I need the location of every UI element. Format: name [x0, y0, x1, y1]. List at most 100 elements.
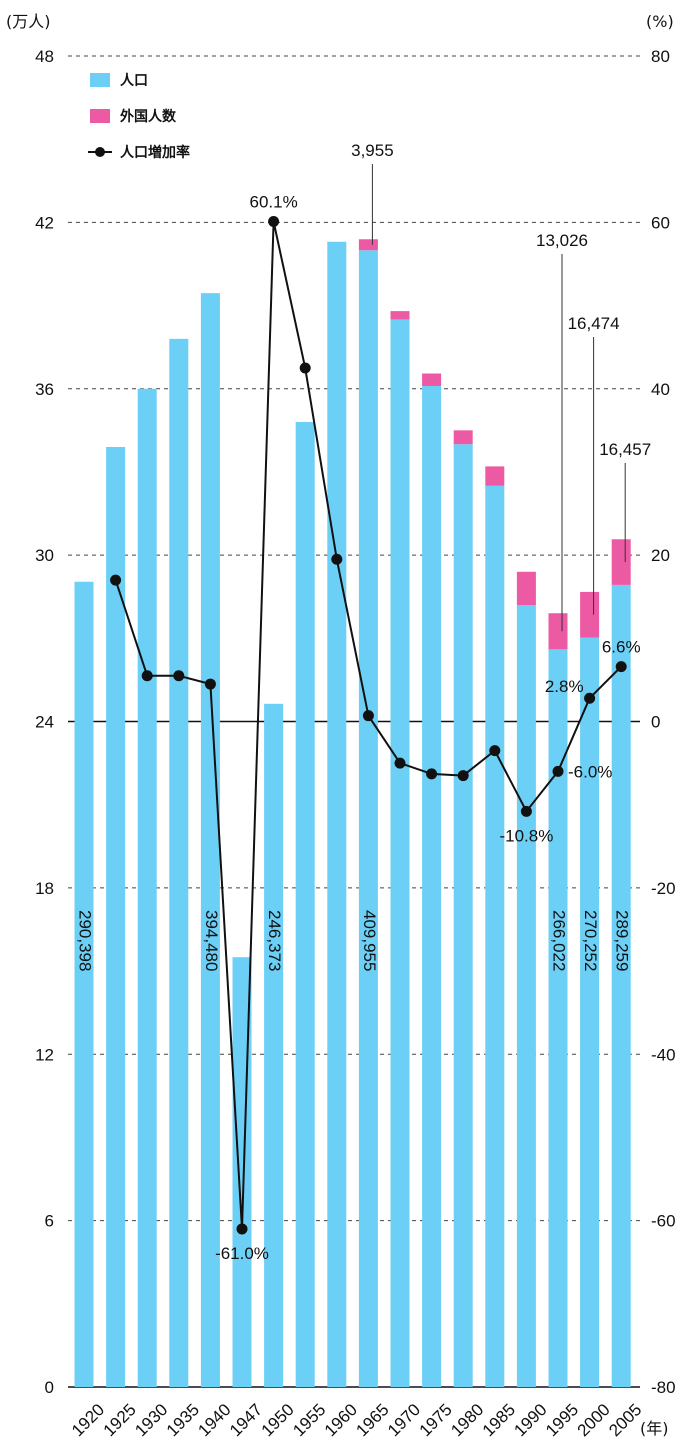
foreign-bar [580, 591, 600, 638]
population-bar [137, 388, 157, 1387]
legend-marker [95, 147, 105, 157]
right-tick-label: -60 [651, 1212, 676, 1231]
population-bar [74, 581, 94, 1387]
grid-layer [68, 55, 640, 1388]
population-bar [169, 338, 189, 1387]
left-tick-label: 42 [35, 213, 54, 232]
growth-rate-label: -61.0% [215, 1244, 269, 1263]
growth-rate-point [615, 661, 627, 673]
left-tick-label: 0 [45, 1378, 54, 1397]
legend-swatch [90, 109, 110, 123]
legend-swatch [90, 73, 110, 87]
population-bar [295, 422, 315, 1387]
population-bar [580, 637, 600, 1387]
foreign-callout-label: 16,457 [599, 440, 651, 459]
foreign-bar [390, 311, 410, 320]
left-tick-label: 30 [35, 546, 54, 565]
right-tick-label: -80 [651, 1378, 676, 1397]
bar-value-label: 290,398 [76, 910, 95, 971]
growth-rate-label: 6.6% [602, 638, 641, 657]
population-bar [516, 605, 536, 1387]
bar-value-label: 394,480 [202, 910, 221, 971]
bar-value-label: 289,259 [613, 910, 632, 971]
x-tick-label: 1950 [258, 1400, 298, 1440]
growth-rate-point [520, 805, 532, 817]
population-bar [106, 446, 126, 1387]
x-tick-label: 1985 [479, 1400, 519, 1440]
x-tick-label: 1960 [321, 1400, 361, 1440]
x-tick-label: 1940 [194, 1400, 234, 1440]
callout-layer: 3,955 13,026 16,474 16,457 [351, 141, 651, 632]
x-tick-label: 1995 [542, 1400, 582, 1440]
left-tick-label: 18 [35, 879, 54, 898]
x-tick-label: 1925 [100, 1400, 140, 1440]
population-bar [200, 293, 220, 1387]
growth-rate-point [204, 678, 216, 690]
growth-rate-label: -6.0% [568, 762, 612, 781]
foreign-callout-label: 16,474 [568, 314, 620, 333]
bar-value-label: 270,252 [581, 910, 600, 971]
left-tick-label: 24 [35, 713, 54, 732]
population-bar [611, 584, 631, 1387]
x-axis-unit: (年) [640, 1419, 669, 1438]
rate-line-layer: -61.0% 60.1% -10.8% -6.0% 2.8% 6.6% [110, 193, 641, 1263]
right-tick-label: 40 [651, 380, 670, 399]
left-tick-label: 12 [35, 1045, 54, 1064]
foreign-bar [485, 466, 505, 486]
legend-label: 人口 [120, 72, 148, 89]
x-tick-label: 1970 [384, 1400, 424, 1440]
x-tick-label: 1920 [68, 1400, 108, 1440]
foreign-bar [358, 239, 378, 251]
bar-label-layer: 290,398 394,480 246,373 409,955 266,022 270,2… [76, 910, 632, 971]
left-tick-label: 36 [35, 380, 54, 399]
right-tick-label: 20 [651, 546, 670, 565]
population-bar [453, 444, 473, 1387]
growth-rate-point [457, 770, 469, 782]
population-bar [548, 649, 568, 1387]
growth-rate-label: 2.8% [545, 677, 584, 696]
x-tick-label: 1947 [226, 1400, 266, 1440]
growth-rate-point [584, 692, 596, 704]
foreign-bar [453, 430, 473, 445]
foreign-callout-label: 3,955 [351, 141, 394, 160]
x-tick-label: 1980 [447, 1400, 487, 1440]
foreign-bar [516, 571, 536, 606]
x-tick-label: 1935 [163, 1400, 203, 1440]
growth-rate-point [268, 216, 280, 228]
right-tick-label: -40 [651, 1045, 676, 1064]
foreign-callout-label: 13,026 [536, 231, 588, 250]
growth-rate-point [141, 670, 153, 682]
x-tick-label: 1975 [416, 1400, 456, 1440]
population-bar [264, 703, 284, 1387]
left-axis-unit: (万人) [6, 12, 51, 31]
legend-label: 人口増加率 [120, 144, 190, 161]
bar-layer [74, 239, 631, 1388]
foreign-bar [422, 373, 442, 386]
growth-rate-label: 60.1% [249, 193, 297, 212]
right-tick-label: 0 [651, 713, 660, 732]
x-tick-label: 1965 [352, 1400, 392, 1440]
growth-rate-point [394, 757, 406, 769]
x-tick-label: 1990 [510, 1400, 550, 1440]
bar-value-label: 409,955 [360, 910, 379, 971]
x-tick-label: 2000 [574, 1400, 614, 1440]
growth-rate-label: -10.8% [499, 826, 553, 845]
population-bar [358, 250, 378, 1387]
tick-layer: 0 6 12 18 24 30 36 42 48 -80 -60 -40 -20 0 20 40 60 80 192… [35, 47, 676, 1440]
right-tick-label: -20 [651, 879, 676, 898]
legend-label: 外国人数 [120, 108, 177, 125]
growth-rate-point [489, 745, 501, 757]
x-tick-label: 1955 [289, 1400, 329, 1440]
left-tick-label: 6 [45, 1212, 54, 1231]
right-tick-label: 60 [651, 213, 670, 232]
population-bar [327, 241, 347, 1388]
growth-rate-point [362, 710, 374, 722]
population-bar [422, 385, 442, 1388]
bar-value-label: 246,373 [265, 910, 284, 971]
growth-rate-point [236, 1223, 248, 1235]
growth-rate-point [552, 765, 564, 777]
foreign-bar [548, 613, 568, 650]
